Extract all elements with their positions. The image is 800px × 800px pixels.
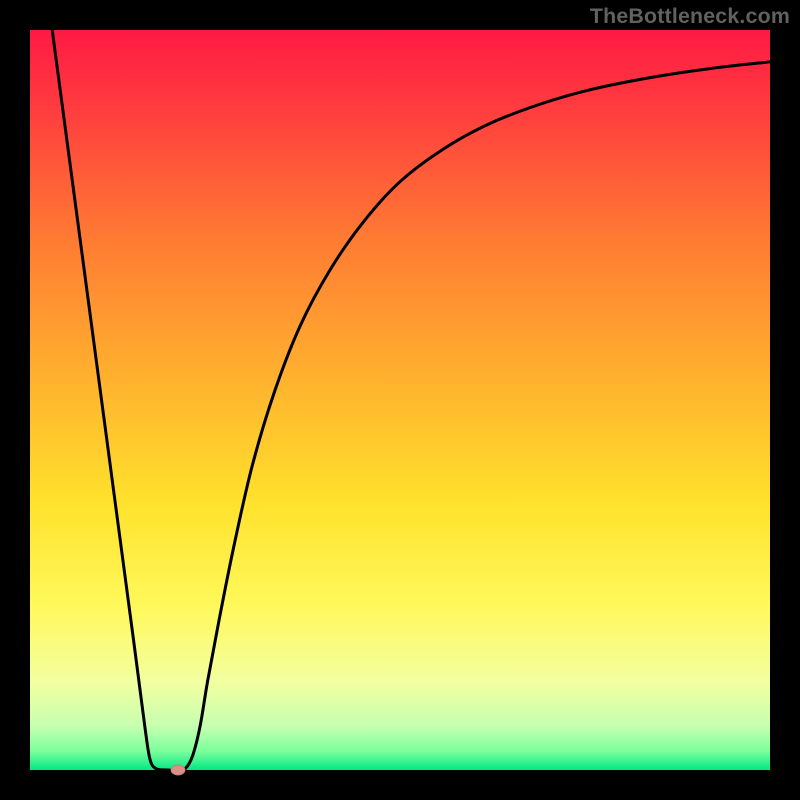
plot-background: [30, 30, 770, 770]
optimum-marker: [171, 765, 185, 775]
bottleneck-chart: TheBottleneck.com: [0, 0, 800, 800]
watermark-text: TheBottleneck.com: [590, 4, 790, 29]
chart-canvas: [0, 0, 800, 800]
